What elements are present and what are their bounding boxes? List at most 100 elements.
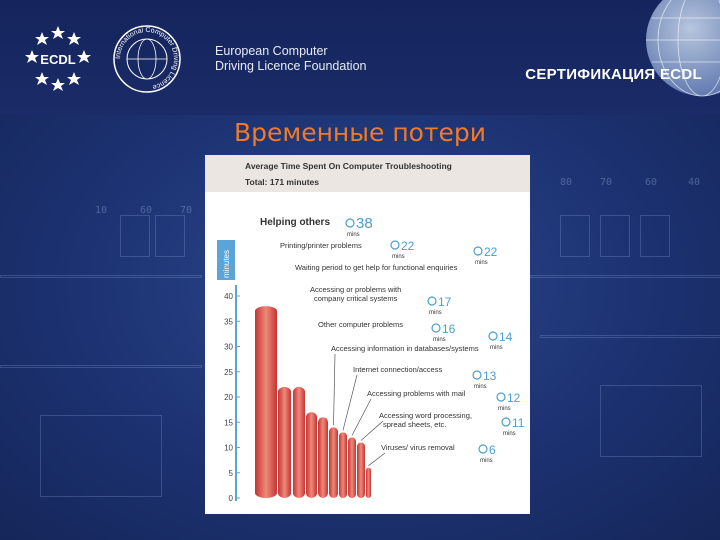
unit-label: mins — [475, 260, 488, 266]
clock-icon — [390, 240, 400, 250]
category-label: Accessing or problems with company critic… — [310, 285, 401, 303]
unit-label: mins — [503, 431, 516, 437]
unit-label: mins — [480, 458, 493, 464]
bar — [306, 412, 317, 498]
clock-icon — [496, 392, 506, 402]
unit-label: mins — [347, 232, 360, 238]
bar — [357, 442, 365, 498]
chart-svg: Average Time Spent On Computer Troublesh… — [205, 155, 530, 503]
unit-label: mins — [498, 406, 511, 412]
y-tick-label: 30 — [224, 343, 233, 352]
category-label: Other computer problems — [318, 320, 403, 329]
category-label: Internet connection/access — [353, 365, 442, 374]
circuit-label: 60 — [645, 177, 658, 188]
clock-icon — [473, 246, 483, 256]
ecdl-logo-text: ECDL — [40, 52, 75, 67]
y-tick-label: 40 — [224, 292, 233, 301]
chart-header-band — [205, 155, 530, 192]
category-label: Accessing problems with mail — [367, 389, 466, 398]
value-label: 12 — [507, 391, 521, 405]
circuit-decoration — [640, 215, 670, 257]
value-label: 38 — [356, 215, 373, 232]
ecdl-logo: ECDL — [25, 26, 91, 91]
chart-title: Average Time Spent On Computer Troublesh… — [245, 161, 452, 171]
troubleshooting-infographic: Average Time Spent On Computer Troublesh… — [205, 155, 530, 514]
y-axis-label: minutes — [222, 250, 231, 278]
value-label: 14 — [499, 330, 513, 344]
value-label: 13 — [483, 369, 497, 383]
value-label: 22 — [401, 239, 415, 253]
category-label: Helping others — [260, 217, 330, 228]
unit-label: mins — [429, 310, 442, 316]
leader-line — [342, 374, 358, 431]
clock-icon — [345, 218, 355, 228]
leader-line — [333, 353, 336, 426]
y-tick-label: 10 — [224, 444, 233, 453]
category-label: Accessing information in databases/syste… — [331, 344, 479, 353]
circuit-decoration — [600, 215, 630, 257]
clock-icon — [472, 370, 482, 380]
circuit-decoration — [600, 385, 702, 457]
y-tick-label: 25 — [224, 368, 233, 377]
value-label: 6 — [489, 443, 496, 457]
bar — [339, 432, 347, 498]
icdl-logo: International Computer Driving Licence — [113, 25, 181, 93]
chart-subtitle: Total: 171 minutes — [245, 177, 319, 187]
bar — [348, 437, 356, 498]
clock-icon — [488, 331, 498, 341]
clock-icon — [501, 417, 511, 427]
category-label: Viruses/ virus removal — [381, 443, 455, 452]
circuit-label: 70 — [180, 205, 193, 216]
circuit-decoration — [155, 215, 185, 257]
leader-line — [351, 398, 372, 436]
bar — [255, 306, 277, 498]
org-name: European Computer Driving Licence Founda… — [215, 44, 366, 74]
clock-icon — [427, 296, 437, 306]
bar — [318, 417, 328, 498]
unit-label: mins — [433, 337, 446, 343]
leader-line — [368, 452, 386, 466]
org-name-line1: European Computer — [215, 44, 328, 58]
circuit-decoration — [560, 215, 590, 257]
circuit-decoration — [0, 275, 202, 278]
circuit-label: 10 — [95, 205, 108, 216]
bar — [329, 427, 338, 498]
value-label: 11 — [512, 416, 525, 430]
clock-icon — [431, 323, 441, 333]
y-tick-label: 35 — [224, 317, 233, 326]
slide-title: Временные потери — [233, 118, 487, 147]
unit-label: mins — [392, 254, 405, 260]
circuit-label: 40 — [688, 177, 701, 188]
circuit-decoration — [40, 415, 162, 497]
circuit-decoration — [540, 335, 720, 338]
y-tick-label: 5 — [229, 469, 234, 478]
y-tick-label: 0 — [229, 494, 234, 503]
y-tick-label: 15 — [224, 418, 233, 427]
bar — [293, 386, 305, 498]
circuit-label: 80 — [560, 177, 573, 188]
circuit-decoration — [530, 275, 720, 278]
leader-line — [360, 420, 384, 441]
org-name-line2: Driving Licence Foundation — [215, 59, 367, 73]
clock-icon — [478, 444, 488, 454]
value-label: 16 — [442, 322, 456, 336]
circuit-decoration — [120, 215, 150, 257]
header-bar: ECDL International Computer Driving Lice… — [0, 0, 720, 115]
certification-title: СЕРТИФИКАЦИЯ ECDL — [525, 66, 702, 83]
category-label: Accessing word processing, spread sheets,… — [379, 411, 472, 429]
unit-label: mins — [490, 345, 503, 351]
circuit-decoration — [0, 365, 202, 368]
bar — [366, 467, 371, 498]
globe-icon — [646, 0, 720, 97]
category-label: Printing/printer problems — [280, 241, 362, 250]
value-label: 17 — [438, 295, 452, 309]
ylabel-band — [217, 240, 235, 280]
